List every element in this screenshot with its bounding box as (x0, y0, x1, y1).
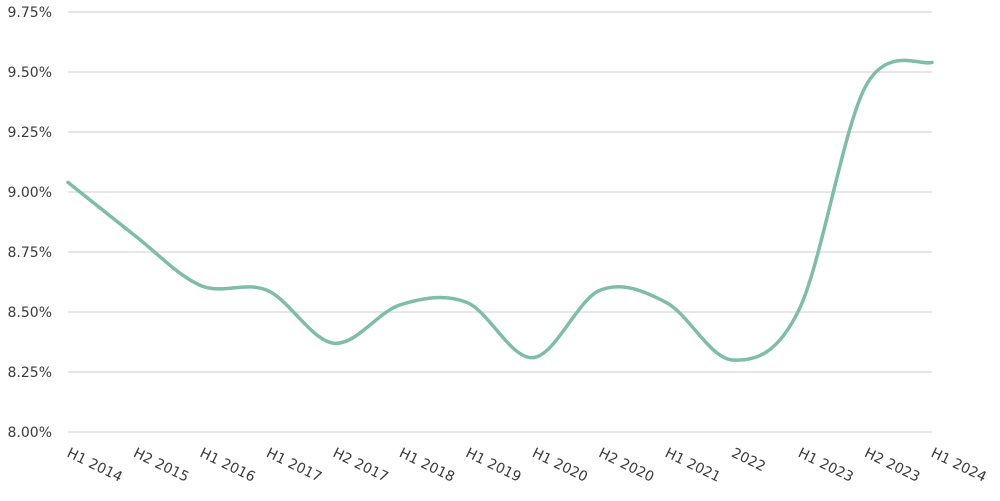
x-tick-label: H2 2020 (596, 445, 657, 485)
y-tick-label: 8.25% (8, 365, 52, 381)
gridlines (68, 11, 932, 433)
x-tick-label: H2 2017 (330, 445, 391, 485)
x-tick-label: H2 2023 (862, 445, 923, 485)
x-tick-label: H1 2018 (397, 445, 458, 485)
series-lines (66, 58, 934, 362)
y-tick-label: 9.50% (8, 65, 52, 81)
y-tick-label: 8.50% (8, 305, 52, 321)
x-tick-label: H2 2015 (131, 445, 192, 485)
x-tick-label: 2022 (729, 445, 768, 475)
x-tick-label: H1 2023 (795, 445, 856, 485)
y-tick-label: 9.75% (8, 5, 52, 21)
x-tick-label: H1 2017 (264, 445, 325, 485)
x-tick-label: H1 2019 (463, 445, 524, 485)
x-axis-ticks: H1 2014 H2 2015 H1 2016 H1 2017 H2 2017 H1 20… (64, 445, 989, 486)
series-line (66, 58, 934, 362)
y-tick-label: 8.75% (8, 245, 52, 261)
y-tick-label: 9.00% (8, 185, 52, 201)
x-tick-label: H1 2021 (662, 445, 723, 485)
x-tick-label: H1 2016 (197, 445, 258, 486)
x-tick-label: H1 2014 (64, 445, 125, 486)
x-tick-label: H1 2020 (529, 445, 590, 485)
x-tick-label: H1 2024 (928, 445, 989, 486)
y-tick-label: 8.00% (8, 425, 52, 441)
y-tick-label: 9.25% (8, 125, 52, 141)
y-axis-ticks: 8.00% 8.25% 8.50% 8.75% 9.00% 9.25% 9.50% 9.75% (8, 5, 52, 441)
